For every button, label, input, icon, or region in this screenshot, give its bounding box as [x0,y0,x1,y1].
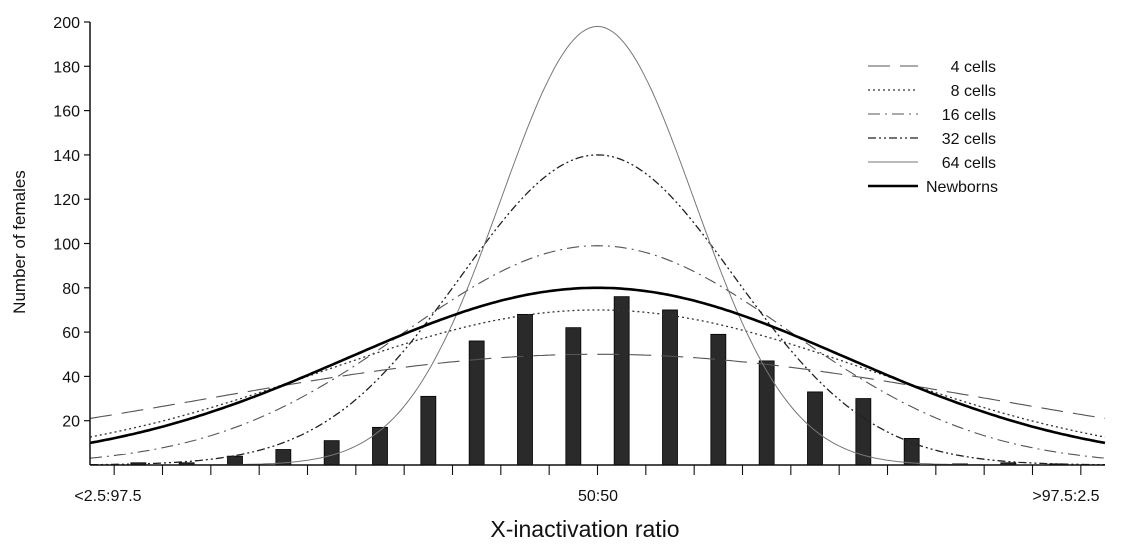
legend-label: 8 cells [951,83,996,100]
curves-layer [89,25,1106,466]
legend-label: 4 cells [951,59,996,76]
bar [662,309,678,466]
x-tick-label-center: 50:50 [578,488,618,505]
bar [420,395,437,466]
x-axis-title: X-inactivation ratio [490,516,679,542]
series-line [89,154,1106,466]
y-ticks: 200 180 160 140 120 100 80 60 40 20 [53,15,90,431]
y-tick-label: 80 [62,281,80,298]
series-line [89,309,1106,438]
bar [323,440,340,466]
legend: 4 cells 8 cells 16 cells 32 cells 64 cells Ne… [868,59,998,196]
bar [517,313,533,466]
y-tick-label: 200 [53,15,80,32]
y-tick-label: 100 [53,237,80,254]
bar [613,296,630,466]
y-tick-label: 20 [62,414,80,431]
legend-label: Newborns [926,179,998,196]
legend-label: 64 cells [942,155,996,172]
y-tick-label: 180 [53,59,80,76]
bar [565,327,582,466]
bar [758,360,775,466]
legend-label: 16 cells [942,107,996,124]
y-tick-label: 140 [53,148,80,165]
y-tick-label: 60 [62,325,80,342]
x-ticks [113,465,1082,475]
y-axis-title: Number of females [10,170,29,314]
y-tick-label: 120 [53,192,80,209]
series-line [89,286,1106,445]
series-line [89,353,1106,419]
bar [807,391,823,466]
y-tick-label: 40 [62,369,80,386]
bar [710,333,727,466]
x-tick-label-left: <2.5:97.5 [74,488,141,505]
bar [372,426,388,466]
series-line [90,25,1105,466]
x-tick-label-right: >97.5:2.5 [1032,488,1099,505]
legend-label: 32 cells [942,131,996,148]
bars-layer [130,296,1065,466]
y-tick-label: 160 [53,104,80,121]
bar [227,455,243,466]
series-line [89,245,1106,459]
